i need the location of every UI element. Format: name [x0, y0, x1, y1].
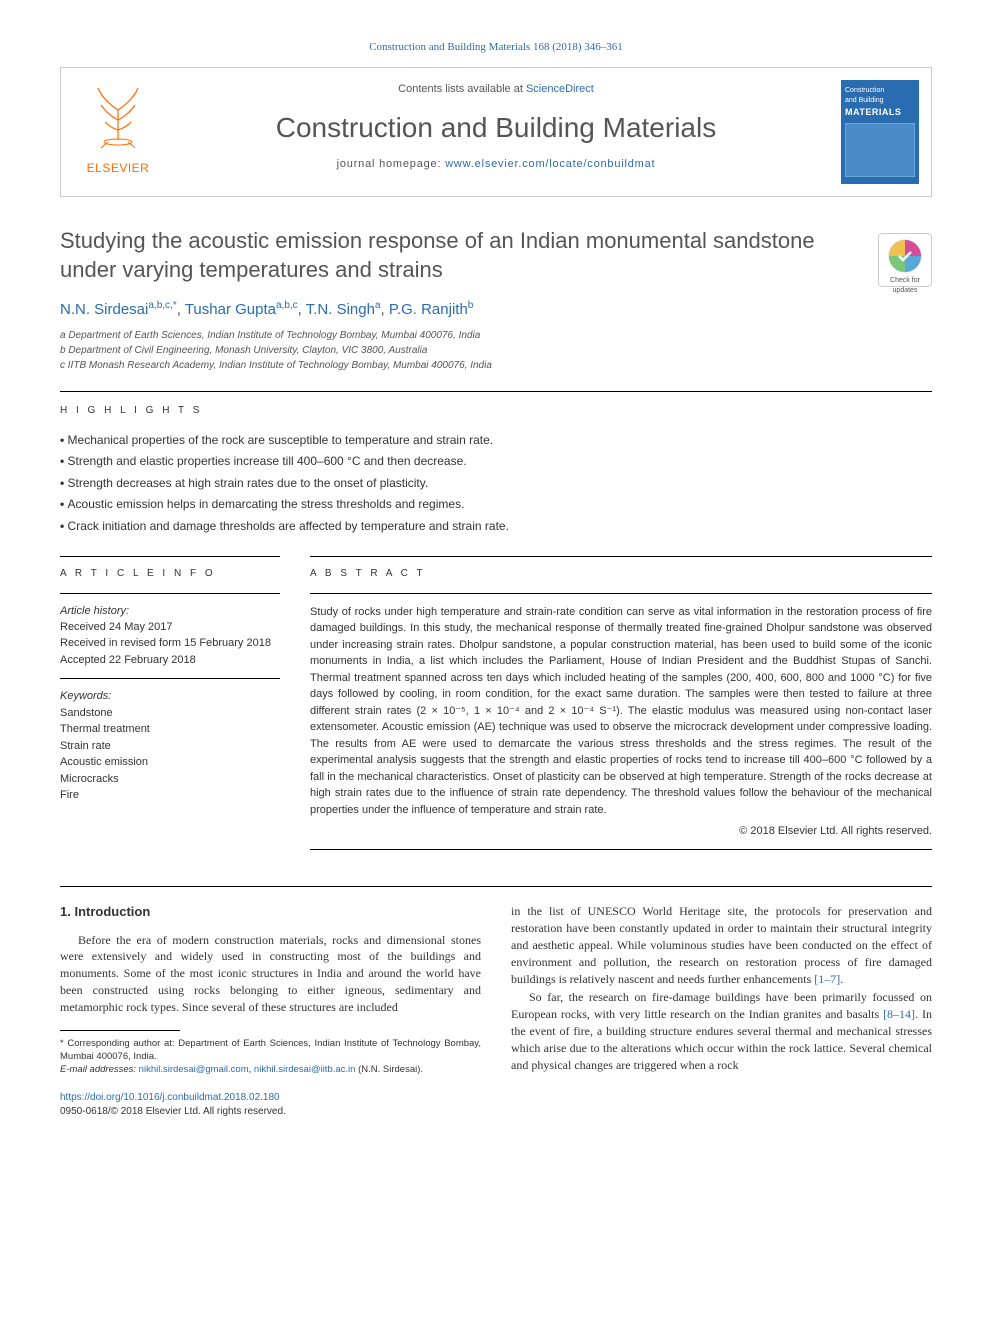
doi-link[interactable]: https://doi.org/10.1016/j.conbuildmat.20… [60, 1092, 280, 1103]
reference-link[interactable]: [8–14] [883, 1007, 915, 1021]
thumb-inner [845, 123, 915, 177]
article-title: Studying the acoustic emission response … [60, 227, 932, 284]
journal-header: ELSEVIER Construction and Building MATER… [60, 67, 932, 197]
affiliation: c IITB Monash Research Academy, Indian I… [60, 358, 932, 373]
journal-homepage: journal homepage: www.elsevier.com/locat… [181, 157, 811, 172]
history-revised: Received in revised form 15 February 201… [60, 635, 280, 652]
highlight-item: Crack initiation and damage thresholds a… [60, 516, 932, 538]
copyright: © 2018 Elsevier Ltd. All rights reserved… [310, 824, 932, 839]
authors-line: N.N. Sirdesaia,b,c,*, Tushar Guptaa,b,c,… [60, 299, 932, 320]
author-link[interactable]: T.N. Singh [306, 301, 375, 318]
history-accepted: Accepted 22 February 2018 [60, 652, 280, 669]
check-updates-label: Check for updates [879, 276, 931, 296]
body-paragraph: Before the era of modern construction ma… [60, 932, 481, 1016]
elsevier-text: ELSEVIER [73, 160, 163, 177]
author-corr: * [173, 300, 177, 311]
author-aff: a,b,c [276, 300, 298, 311]
divider [60, 391, 932, 392]
abstract-text: Study of rocks under high temperature an… [310, 604, 932, 819]
email-link[interactable]: nikhil.sirdesai@gmail.com [139, 1064, 249, 1075]
footnote-divider [60, 1030, 180, 1031]
author-link[interactable]: Tushar Gupta [185, 301, 276, 318]
thumb-line3: MATERIALS [845, 106, 915, 119]
history-received: Received 24 May 2017 [60, 619, 280, 636]
keyword: Strain rate [60, 738, 280, 755]
highlight-item: Mechanical properties of the rock are su… [60, 430, 932, 452]
contents-line: Contents lists available at ScienceDirec… [181, 82, 811, 97]
journal-title: Construction and Building Materials [181, 108, 811, 147]
keyword: Fire [60, 787, 280, 804]
elsevier-logo: ELSEVIER [73, 80, 163, 176]
sciencedirect-link[interactable]: ScienceDirect [526, 83, 594, 95]
homepage-link[interactable]: www.elsevier.com/locate/conbuildmat [445, 158, 655, 170]
divider [60, 886, 932, 887]
check-updates-icon [887, 238, 923, 274]
corresponding-footnote: * Corresponding author at: Department of… [60, 1037, 481, 1064]
elsevier-tree-icon [83, 80, 153, 150]
history-label: Article history: [60, 604, 280, 619]
highlight-item: Strength decreases at high strain rates … [60, 473, 932, 495]
highlight-item: Strength and elastic properties increase… [60, 451, 932, 473]
email-link[interactable]: nikhil.sirdesai@iitb.ac.in [254, 1064, 356, 1075]
contents-text: Contents lists available at [398, 83, 526, 95]
highlight-item: Acoustic emission helps in demarcating t… [60, 494, 932, 516]
keyword: Microcracks [60, 771, 280, 788]
email-label: E-mail addresses: [60, 1064, 139, 1075]
affiliation: a Department of Earth Sciences, Indian I… [60, 328, 932, 343]
keyword: Thermal treatment [60, 721, 280, 738]
thumb-line2: and Building [845, 96, 915, 106]
article-info-row: A R T I C L E I N F O Article history: R… [60, 556, 932, 861]
abstract-header: A B S T R A C T [310, 567, 932, 581]
article-header: Studying the acoustic emission response … [60, 227, 932, 284]
homepage-label: journal homepage: [337, 158, 446, 170]
highlights-list: Mechanical properties of the rock are su… [60, 430, 932, 538]
article-info-left: A R T I C L E I N F O Article history: R… [60, 556, 280, 861]
check-updates-badge[interactable]: Check for updates [878, 233, 932, 287]
body-paragraph: in the list of UNESCO World Heritage sit… [511, 903, 932, 987]
keyword: Acoustic emission [60, 754, 280, 771]
author-aff: b [468, 300, 474, 311]
email-author: (N.N. Sirdesai). [355, 1064, 423, 1075]
abstract-block: A B S T R A C T Study of rocks under hig… [310, 556, 932, 861]
author-link[interactable]: P.G. Ranjith [389, 301, 468, 318]
affiliations: a Department of Earth Sciences, Indian I… [60, 328, 932, 373]
reference-link[interactable]: [1–7] [814, 972, 840, 986]
section-heading: 1. Introduction [60, 903, 481, 921]
journal-cover-thumb: Construction and Building MATERIALS [841, 80, 919, 184]
affiliation: b Department of Civil Engineering, Monas… [60, 343, 932, 358]
keyword: Sandstone [60, 705, 280, 722]
keywords-label: Keywords: [60, 689, 280, 704]
thumb-line1: Construction [845, 86, 915, 96]
author-aff: a [375, 300, 381, 311]
author-aff: a,b,c, [148, 300, 172, 311]
author-link[interactable]: N.N. Sirdesai [60, 301, 148, 318]
body-paragraph: So far, the research on fire-damage buil… [511, 989, 932, 1073]
email-footnote: E-mail addresses: nikhil.sirdesai@gmail.… [60, 1063, 481, 1076]
citation: Construction and Building Materials 168 … [60, 40, 932, 55]
highlights-header: H I G H L I G H T S [60, 404, 932, 418]
page-footer: https://doi.org/10.1016/j.conbuildmat.20… [60, 1091, 932, 1119]
article-info-header: A R T I C L E I N F O [60, 567, 280, 581]
body-columns: 1. Introduction Before the era of modern… [60, 903, 932, 1076]
issn-line: 0950-0618/© 2018 Elsevier Ltd. All right… [60, 1106, 286, 1117]
